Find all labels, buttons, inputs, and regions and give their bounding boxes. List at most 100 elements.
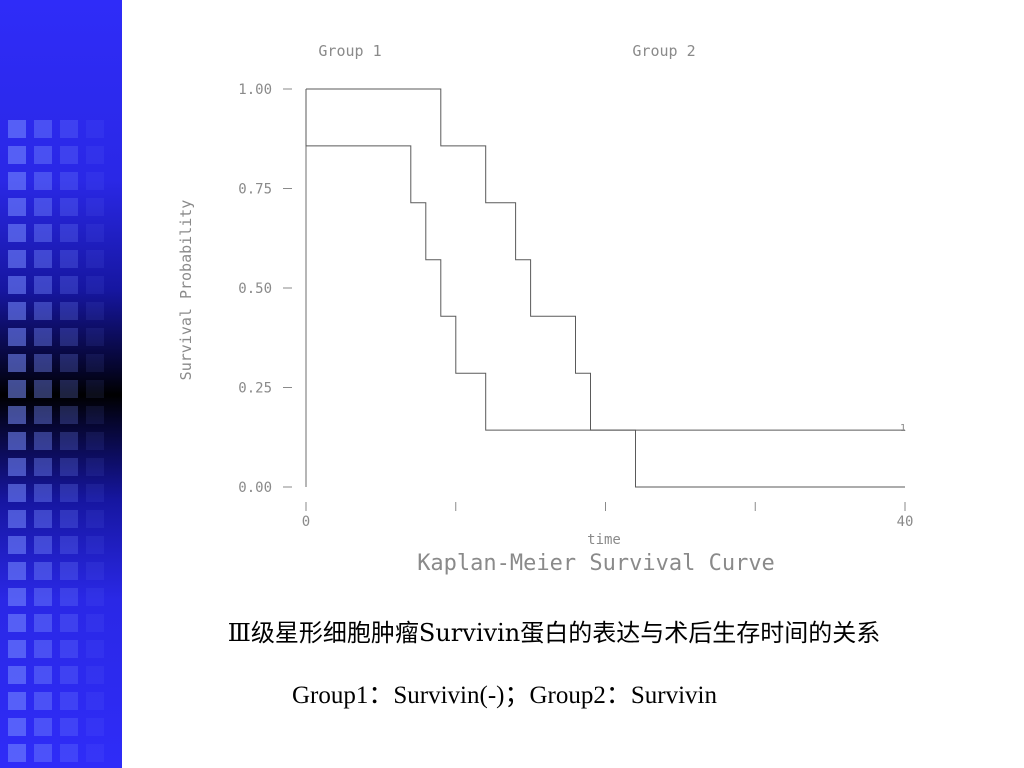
sidebar-square xyxy=(34,588,52,606)
survival-curve-group-1 xyxy=(306,88,905,488)
sidebar-square xyxy=(34,536,52,554)
plot-area: 1 xyxy=(305,88,906,488)
sidebar-square xyxy=(34,432,52,450)
sidebar-square xyxy=(60,614,78,632)
sidebar-square xyxy=(86,354,104,372)
y-tick-label: 1.00 xyxy=(238,82,272,98)
sidebar-square xyxy=(60,302,78,320)
slide-sidebar xyxy=(0,0,122,768)
sidebar-square xyxy=(60,120,78,138)
sidebar-square xyxy=(60,328,78,346)
sidebar-square xyxy=(8,406,26,424)
y-tick-label: 0.75 xyxy=(238,182,272,198)
sidebar-square xyxy=(60,536,78,554)
sidebar-square xyxy=(34,562,52,580)
sidebar-square xyxy=(60,406,78,424)
group-1-label: Group 1 xyxy=(318,42,381,60)
sidebar-square xyxy=(34,458,52,476)
sidebar-square xyxy=(34,510,52,528)
censor-mark: 1 xyxy=(900,423,906,434)
sidebar-square xyxy=(34,484,52,502)
sidebar-square xyxy=(60,432,78,450)
sidebar-square-pattern xyxy=(8,120,104,762)
sidebar-square xyxy=(86,328,104,346)
sidebar-square xyxy=(8,588,26,606)
sidebar-square xyxy=(86,666,104,684)
sidebar-square xyxy=(60,744,78,762)
sidebar-square xyxy=(8,146,26,164)
sidebar-square xyxy=(8,536,26,554)
sidebar-square xyxy=(8,250,26,268)
sidebar-square xyxy=(60,692,78,710)
sidebar-square xyxy=(86,302,104,320)
sidebar-square xyxy=(34,224,52,242)
sidebar-square xyxy=(8,224,26,242)
sidebar-square xyxy=(34,302,52,320)
sidebar-square xyxy=(34,120,52,138)
x-tick-label: 40 xyxy=(897,514,914,530)
sidebar-square xyxy=(34,406,52,424)
sidebar-square xyxy=(8,484,26,502)
kaplan-meier-chart: Group 1 Group 2 1.00 0.75 0.50 0.25 0.00 0 40… xyxy=(177,42,914,576)
sidebar-square xyxy=(8,354,26,372)
slide-caption: Ⅲ级星形细胞肿瘤Survivin蛋白的表达与术后生存时间的关系 xyxy=(227,619,881,647)
sidebar-square xyxy=(86,484,104,502)
sidebar-square xyxy=(34,328,52,346)
sidebar-square xyxy=(86,744,104,762)
sidebar-square xyxy=(60,198,78,216)
sidebar-square xyxy=(8,692,26,710)
group-2-label: Group 2 xyxy=(632,42,695,60)
y-tick-label: 0.25 xyxy=(238,381,272,397)
sidebar-square xyxy=(34,250,52,268)
group-legend-caption: Group1：Survivin(-)；Group2：Survivin xyxy=(292,682,717,709)
sidebar-square xyxy=(8,562,26,580)
sidebar-square xyxy=(8,640,26,658)
sidebar-square xyxy=(60,510,78,528)
sidebar-square xyxy=(8,380,26,398)
sidebar-square xyxy=(34,744,52,762)
sidebar-square xyxy=(34,172,52,190)
sidebar-square xyxy=(86,380,104,398)
sidebar-square xyxy=(8,744,26,762)
sidebar-square xyxy=(86,562,104,580)
sidebar-square xyxy=(60,172,78,190)
sidebar-square xyxy=(34,718,52,736)
sidebar-square xyxy=(86,146,104,164)
sidebar-square xyxy=(86,510,104,528)
sidebar-square xyxy=(86,198,104,216)
sidebar-square xyxy=(8,458,26,476)
survival-curve-group-2 xyxy=(305,89,905,431)
sidebar-square xyxy=(86,536,104,554)
sidebar-square xyxy=(34,640,52,658)
sidebar-square xyxy=(86,172,104,190)
sidebar-square xyxy=(8,432,26,450)
sidebar-square xyxy=(8,666,26,684)
sidebar-square xyxy=(86,614,104,632)
sidebar-square xyxy=(60,666,78,684)
sidebar-square xyxy=(60,458,78,476)
sidebar-square xyxy=(86,692,104,710)
y-tick-label: 0.00 xyxy=(238,480,272,496)
sidebar-square xyxy=(86,588,104,606)
sidebar-square xyxy=(34,692,52,710)
sidebar-square xyxy=(34,666,52,684)
sidebar-square xyxy=(8,510,26,528)
sidebar-square xyxy=(60,250,78,268)
sidebar-square xyxy=(86,458,104,476)
sidebar-square xyxy=(34,146,52,164)
sidebar-square xyxy=(86,120,104,138)
sidebar-square xyxy=(8,276,26,294)
x-axis-title: time xyxy=(587,532,621,548)
sidebar-square xyxy=(86,224,104,242)
sidebar-square xyxy=(60,588,78,606)
sidebar-square xyxy=(86,432,104,450)
chart-title: Kaplan-Meier Survival Curve xyxy=(417,551,775,576)
sidebar-square xyxy=(86,406,104,424)
sidebar-square xyxy=(60,640,78,658)
sidebar-square xyxy=(34,276,52,294)
sidebar-square xyxy=(60,484,78,502)
sidebar-square xyxy=(8,614,26,632)
sidebar-square xyxy=(8,198,26,216)
sidebar-square xyxy=(8,328,26,346)
sidebar-square xyxy=(60,224,78,242)
